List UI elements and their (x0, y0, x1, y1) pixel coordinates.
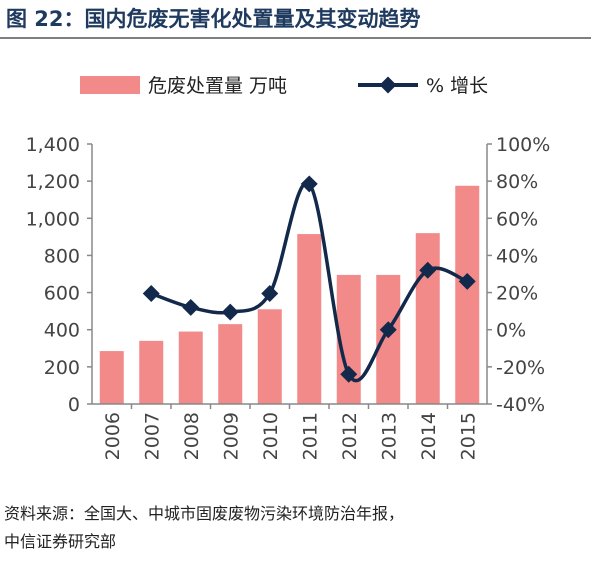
right-tick-label: -20% (496, 357, 545, 379)
right-tick-label: 80% (496, 171, 538, 193)
right-tick-label: 40% (496, 245, 538, 267)
growth-point-2009 (221, 303, 239, 321)
growth-point-2008 (182, 298, 200, 316)
x-tick-label: 2013 (378, 412, 400, 460)
bar-2009 (218, 324, 243, 404)
x-tick-label: 2011 (299, 412, 321, 460)
bar-2011 (297, 234, 322, 404)
source-line-2: 中信证券研究部 (4, 532, 117, 551)
left-tick-label: 400 (44, 320, 80, 342)
bar-2007 (139, 340, 164, 404)
left-tick-label: 1,200 (26, 171, 80, 193)
right-tick-label: 0% (496, 320, 526, 342)
bar-2014 (415, 233, 440, 404)
figure-title: 图 22：国内危废无害化处置量及其变动趋势 (6, 7, 421, 31)
legend-bar-label: 危废处置量 万吨 (148, 75, 287, 97)
combo-chart: 危废处置量 万吨 % 增长 0 200 400 600 800 1,000 1,200 1,400… (26, 75, 551, 460)
growth-point-2013 (379, 321, 397, 339)
source-line-1: 资料来源：全国大、中城市固废废物污染环境防治年报， (4, 504, 405, 523)
x-tick-label: 2006 (102, 412, 124, 460)
bar-2015 (455, 185, 480, 404)
x-tick-label: 2010 (260, 412, 282, 460)
right-tick-label: 100% (496, 134, 550, 156)
right-tick-label: 60% (496, 208, 538, 230)
x-tick-label: 2008 (181, 412, 203, 460)
bar-2008 (178, 331, 203, 404)
x-tick-label: 2007 (141, 412, 163, 460)
growth-point-2014 (419, 261, 437, 279)
growth-point-2007 (142, 285, 160, 302)
right-tick-label: 20% (496, 283, 538, 305)
growth-point-2015 (458, 272, 476, 290)
left-tick-label: 1,000 (26, 208, 80, 230)
x-tick-label: 2014 (418, 412, 440, 460)
left-tick-label: 600 (44, 283, 80, 305)
title-divider (0, 37, 591, 39)
bar-2006 (99, 351, 124, 404)
legend-line-label: % 增长 (426, 75, 488, 97)
growth-point-2011 (300, 175, 318, 193)
bar-2013 (376, 274, 401, 404)
left-tick-label: 200 (44, 357, 80, 379)
growth-point-2010 (261, 285, 279, 302)
x-tick-label: 2015 (457, 412, 479, 460)
legend-line-marker (379, 76, 397, 94)
right-tick-label: -40% (496, 394, 545, 416)
bar-2010 (257, 309, 282, 404)
chart-area: 危废处置量 万吨 % 增长 0 200 400 600 800 1,000 1,200 1,400… (0, 40, 591, 485)
left-tick-label: 800 (44, 245, 80, 267)
left-tick-label: 0 (68, 394, 80, 416)
growth-line (150, 181, 468, 383)
x-tick-label: 2009 (220, 412, 242, 460)
x-tick-label: 2012 (339, 412, 361, 460)
left-tick-label: 1,400 (26, 134, 80, 156)
source-note: 资料来源：全国大、中城市固废废物污染环境防治年报， 中信证券研究部 (4, 500, 589, 556)
legend-bar-swatch (80, 76, 140, 94)
growth-point-2012 (340, 365, 358, 383)
